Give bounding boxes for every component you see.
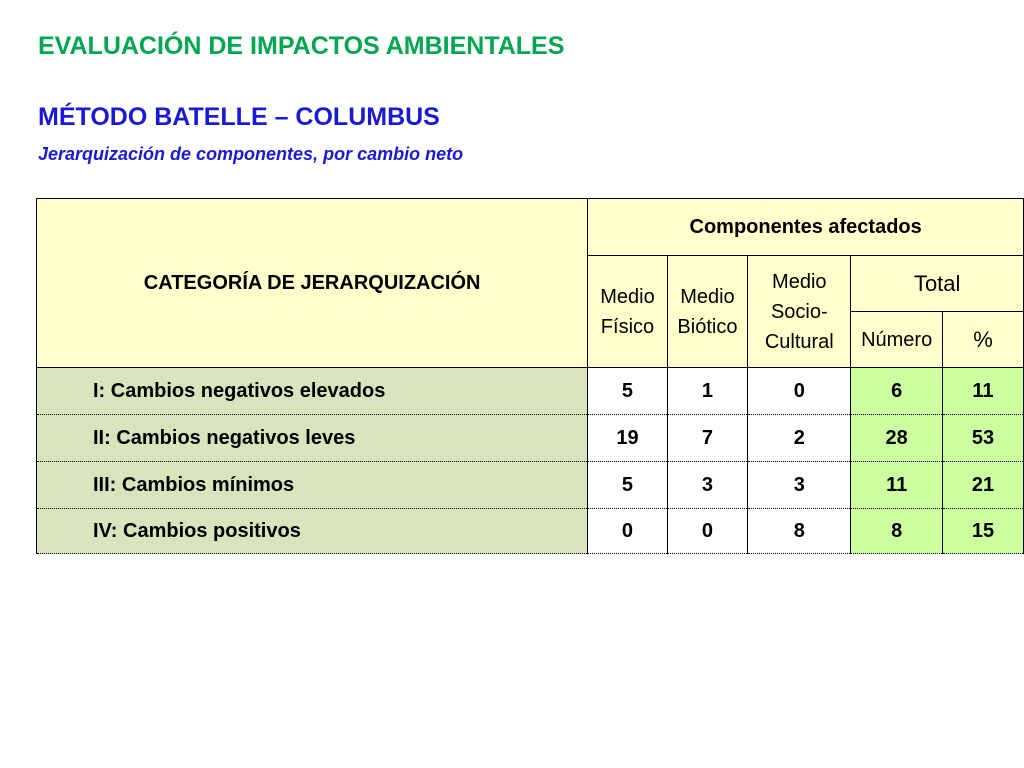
row-label: IV: Cambios positivos [35,508,589,554]
table-row: II: Cambios negativos leves 19 7 2 28 53 [35,414,1024,462]
row-label: II: Cambios negativos leves [35,414,589,462]
total-header: Total [850,255,1024,312]
caption: Jerarquización de componentes, por cambi… [38,144,464,164]
cell: 6 [850,367,943,415]
category-header: CATEGORÍA DE JERARQUIZACIÓN [35,198,589,368]
cell: 2 [747,414,852,462]
table-row: IV: Cambios positivos 0 0 8 8 15 [35,508,1024,554]
cell: 53 [941,414,1024,462]
column-header: % [941,311,1024,368]
cell: 5 [587,461,668,509]
cell: 11 [850,461,943,509]
cell: 0 [587,508,668,554]
table: CATEGORÍA DE JERARQUIZACIÓN Componentes … [35,198,1024,554]
cell: 15 [941,508,1024,554]
cell: 8 [850,508,943,554]
column-header: Medio Físico [587,255,668,368]
row-label: III: Cambios mínimos [35,461,589,509]
cell: 21 [941,461,1024,509]
cell: 0 [747,367,852,415]
cell: 3 [747,461,852,509]
cell: 8 [747,508,852,554]
table-row: I: Cambios negativos elevados 5 1 0 6 11 [35,367,1024,415]
column-header: Medio Socio-Cultural [747,255,852,368]
column-header: Medio Biótico [666,255,749,368]
table-row: III: Cambios mínimos 5 3 3 11 21 [35,461,1024,509]
cell: 3 [666,461,749,509]
cell: 28 [850,414,943,462]
title: EVALUACIÓN DE IMPACTOS AMBIENTALES [38,32,565,60]
column-header: Número [850,311,943,368]
cell: 5 [587,367,668,415]
cell: 0 [666,508,749,554]
cell: 1 [666,367,749,415]
cell: 7 [666,414,749,462]
group-header: Componentes afectados [587,198,1024,256]
cell: 11 [941,367,1024,415]
cell: 19 [587,414,668,462]
row-label: I: Cambios negativos elevados [35,367,589,415]
subtitle: MÉTODO BATELLE – COLUMBUS [38,103,440,131]
